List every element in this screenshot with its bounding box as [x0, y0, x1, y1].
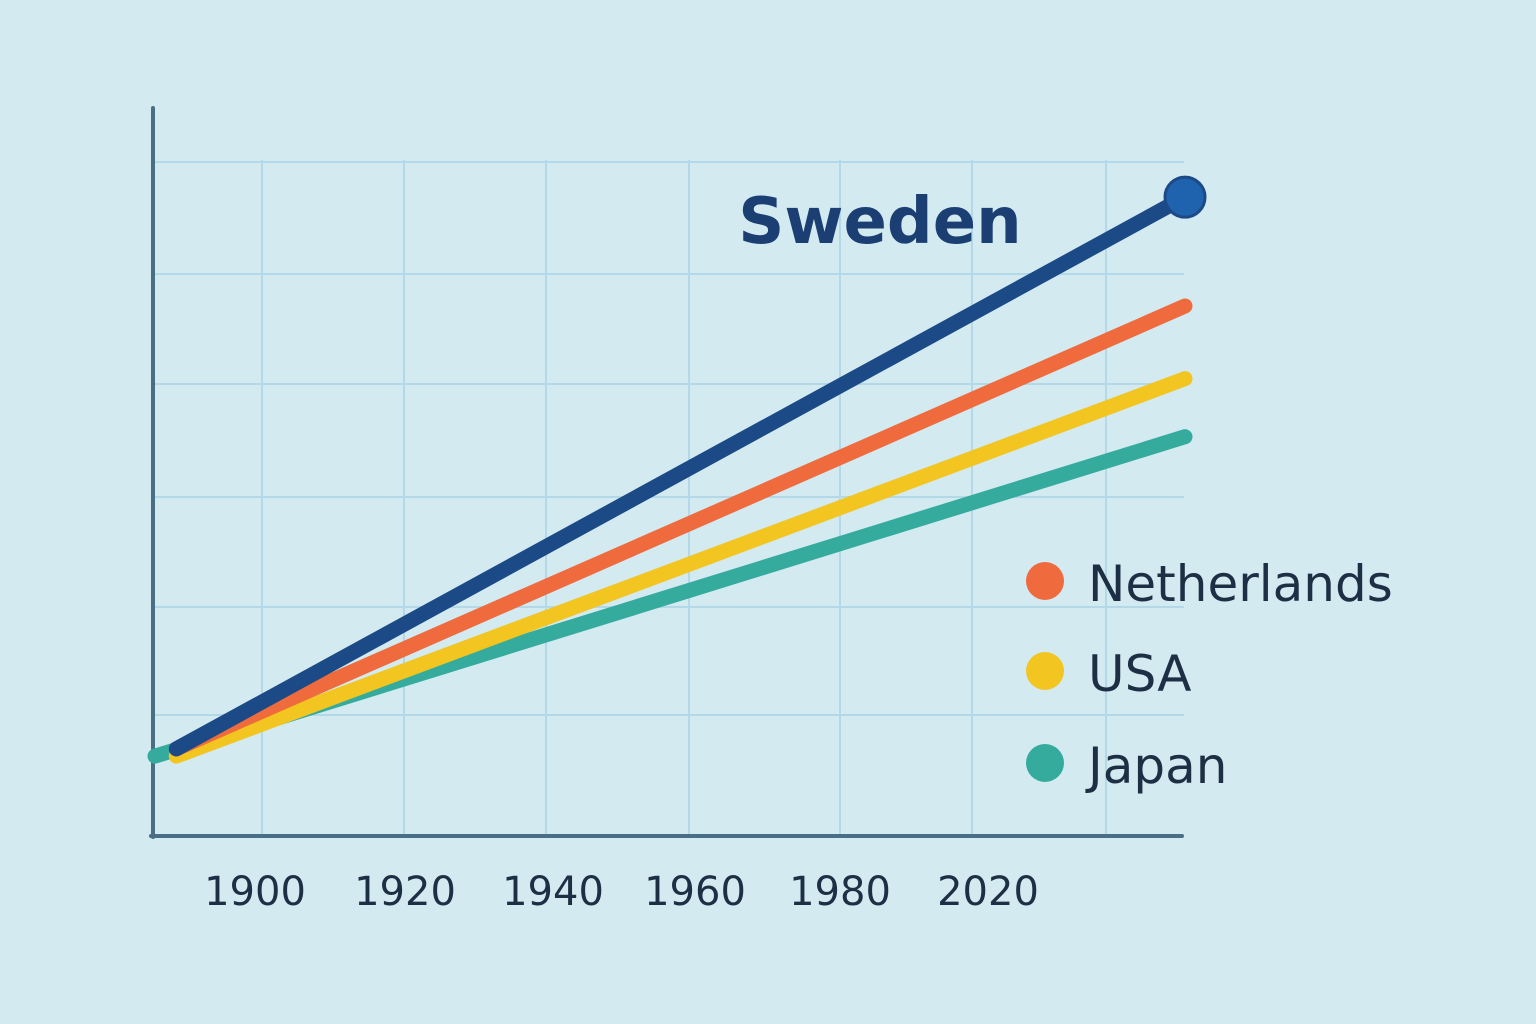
- x-tick-label: 1980: [789, 869, 891, 915]
- series-endpoint-sweden: [1163, 175, 1207, 219]
- axes: [149, 106, 1184, 839]
- legend-label: Netherlands: [1088, 555, 1393, 613]
- legend-item-japan: Japan: [1026, 737, 1227, 795]
- legend: Netherlands USA Japan: [1026, 555, 1393, 795]
- series-line-netherlands: [168, 298, 1193, 757]
- x-tick-label: 1940: [502, 869, 604, 915]
- x-tick-label: 1900: [204, 869, 306, 915]
- series-line-sweden: [168, 189, 1193, 757]
- series-line-usa: [168, 371, 1193, 764]
- x-tick-label: 1920: [354, 869, 456, 915]
- x-tick-labels: 1900 1920 1940 1960 1980 2020: [204, 869, 1039, 915]
- x-tick-label: 2020: [937, 869, 1039, 915]
- grid: [155, 160, 1184, 836]
- legend-label: Japan: [1085, 737, 1227, 795]
- series-label-sweden: Sweden: [738, 185, 1021, 259]
- legend-item-netherlands: Netherlands: [1026, 555, 1393, 613]
- legend-label: USA: [1088, 645, 1191, 703]
- series-lines: [147, 175, 1207, 764]
- legend-swatch: [1026, 562, 1064, 600]
- legend-swatch: [1026, 652, 1064, 690]
- legend-swatch: [1026, 744, 1064, 782]
- x-tick-label: 1960: [644, 869, 746, 915]
- series-labels: Sweden: [738, 185, 1021, 259]
- legend-item-usa: USA: [1026, 645, 1191, 703]
